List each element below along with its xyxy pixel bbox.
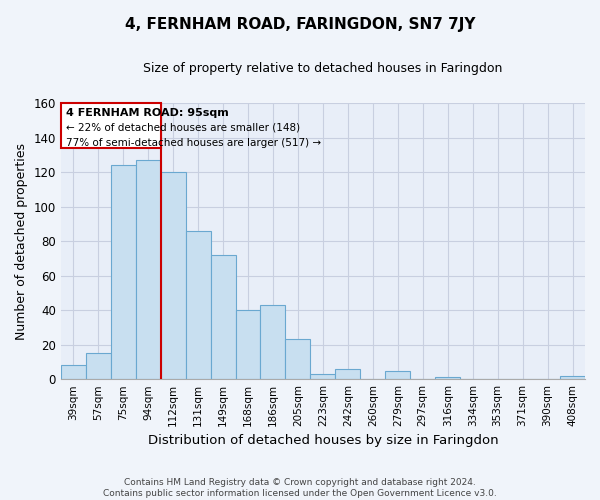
Bar (335, 369, 361, 379)
Y-axis label: Number of detached properties: Number of detached properties (15, 142, 28, 340)
Bar (286, 340, 310, 379)
Bar (211, 255, 236, 379)
Text: 4, FERNHAM ROAD, FARINGDON, SN7 7JY: 4, FERNHAM ROAD, FARINGDON, SN7 7JY (125, 18, 475, 32)
Bar (560, 376, 585, 379)
FancyBboxPatch shape (61, 103, 161, 148)
Bar (236, 310, 260, 379)
Bar (61, 366, 86, 379)
Bar (111, 165, 136, 379)
Bar (86, 354, 111, 379)
Bar (260, 305, 286, 379)
Bar (161, 172, 185, 379)
X-axis label: Distribution of detached houses by size in Faringdon: Distribution of detached houses by size … (148, 434, 498, 448)
Bar (185, 231, 211, 379)
Text: 4 FERNHAM ROAD: 95sqm: 4 FERNHAM ROAD: 95sqm (66, 108, 229, 118)
Bar (385, 370, 410, 379)
Text: 77% of semi-detached houses are larger (517) →: 77% of semi-detached houses are larger (… (66, 138, 321, 147)
Bar (136, 160, 161, 379)
Text: Contains HM Land Registry data © Crown copyright and database right 2024.
Contai: Contains HM Land Registry data © Crown c… (103, 478, 497, 498)
Text: ← 22% of detached houses are smaller (148): ← 22% of detached houses are smaller (14… (66, 123, 300, 133)
Bar (435, 378, 460, 379)
Bar (310, 374, 335, 379)
Title: Size of property relative to detached houses in Faringdon: Size of property relative to detached ho… (143, 62, 503, 76)
